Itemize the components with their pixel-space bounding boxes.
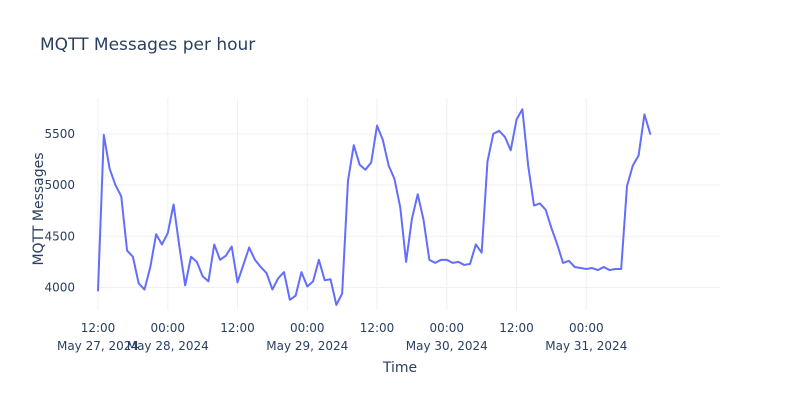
y-tick-label: 4000: [44, 280, 75, 294]
y-tick-label: 5500: [44, 127, 75, 141]
x-tick-date-label: May 31, 2024: [545, 339, 627, 353]
x-tick-label: 12:00: [81, 321, 116, 335]
x-axis-ticks: 12:00 May 27, 2024 00:00 May 28, 2024 12:00 0…: [57, 321, 627, 353]
x-tick-label: 12:00: [220, 321, 255, 335]
y-axis-label: MQTT Messages: [31, 152, 47, 265]
x-tick-date-label: May 30, 2024: [406, 339, 488, 353]
x-tick-date-label: May 29, 2024: [266, 339, 348, 353]
x-tick-date-label: May 27, 2024: [57, 339, 139, 353]
series-line: [97, 108, 652, 306]
grid-lines: [97, 98, 720, 310]
chart-title: MQTT Messages per hour: [40, 35, 255, 55]
y-tick-label: 4500: [44, 229, 75, 243]
x-tick-label: 12:00: [499, 321, 534, 335]
y-tick-label: 5000: [44, 178, 75, 192]
x-axis-label: Time: [382, 360, 417, 376]
x-tick-label: 00:00: [569, 321, 604, 335]
x-tick-label: 00:00: [290, 321, 325, 335]
x-tick-date-label: May 28, 2024: [127, 339, 209, 353]
x-tick-label: 12:00: [360, 321, 395, 335]
x-tick-label: 00:00: [150, 321, 185, 335]
series-layer: [97, 108, 652, 306]
y-axis-ticks: 4000 4500 5000 5500: [44, 127, 75, 295]
x-tick-label: 00:00: [429, 321, 464, 335]
